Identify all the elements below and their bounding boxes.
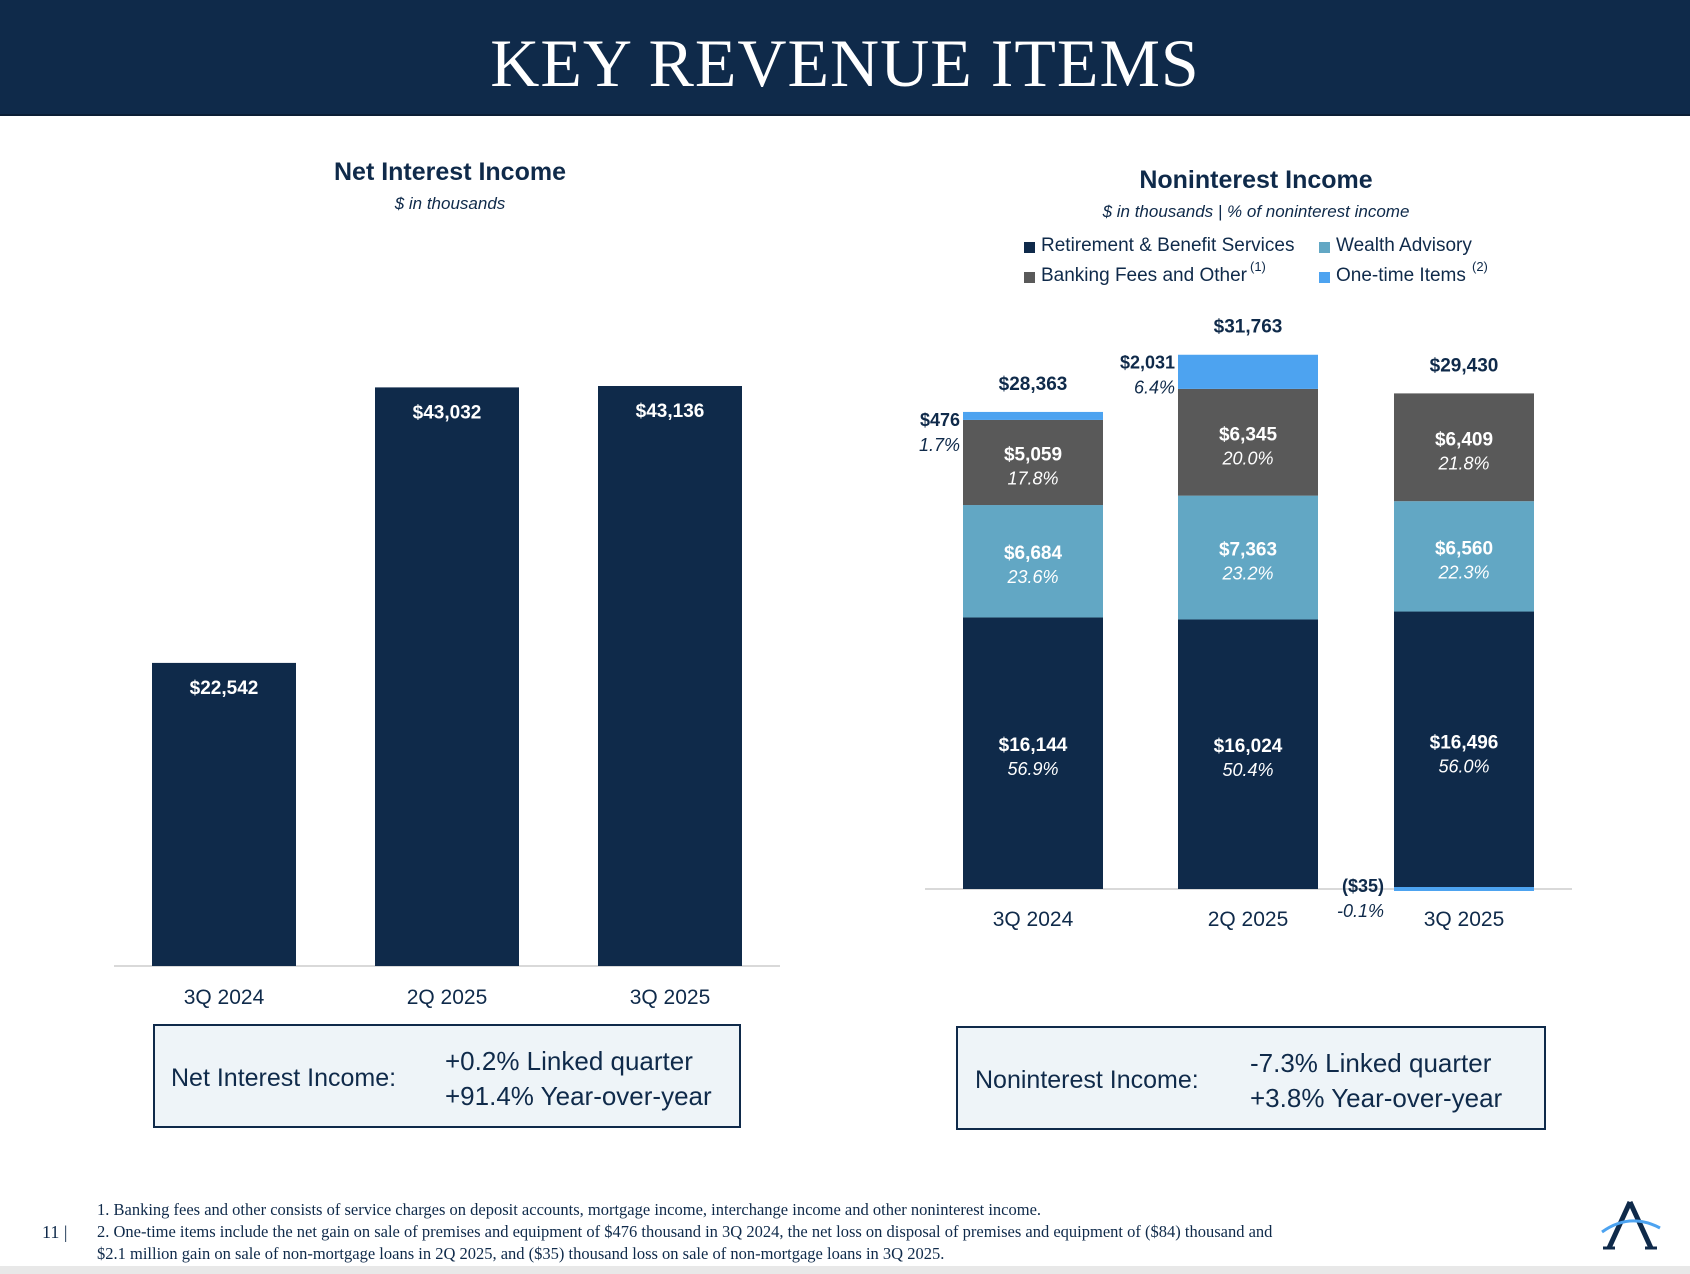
noninterest-segment-pct-label: 17.8% [1007, 468, 1058, 488]
nii-year-over-year: +91.4% Year-over-year [445, 1081, 712, 1111]
page-title: KEY REVENUE ITEMS [490, 25, 1200, 101]
noninterest-x-tick-label: 3Q 2025 [1424, 908, 1505, 931]
noninterest-segment-value-label: $6,345 [1219, 424, 1278, 445]
nii-summary-box: Net Interest Income: +0.2% Linked quarte… [153, 1024, 741, 1128]
noninterest-one-time-value-label: $2,031 [1120, 353, 1175, 373]
noninterest-segment-value-label: $5,059 [1004, 444, 1062, 465]
noninterest-bar-segment-wealth [1178, 495, 1318, 620]
legend-footnote-1: (1) [1250, 259, 1266, 274]
noninterest-bar-segment-wealth [963, 505, 1103, 618]
noninterest-chart-title: Noninterest Income [1139, 166, 1373, 194]
header-bar: KEY REVENUE ITEMS [0, 0, 1690, 116]
noninterest-x-tick-label: 3Q 2024 [993, 908, 1074, 931]
noninterest-segment-pct-label: 21.8% [1437, 453, 1489, 473]
legend-swatch-retirement [1024, 242, 1035, 253]
legend-label-one-time: One-time Items [1336, 265, 1466, 286]
legend-swatch-banking [1024, 272, 1035, 283]
nii-x-tick-label: 2Q 2025 [407, 986, 488, 1009]
legend-label-banking: Banking Fees and Other [1041, 265, 1247, 286]
noninterest-segment-value-label: $16,024 [1214, 736, 1283, 757]
noninterest-bar-segment-banking [1178, 388, 1318, 496]
noninterest-chart-subtitle: $ in thousands | % of noninterest income [1102, 202, 1410, 221]
footnote-1: 1. Banking fees and other consists of se… [97, 1200, 1042, 1219]
nii-bar-value-label: $43,032 [413, 402, 482, 423]
noninterest-segment-value-label: $6,560 [1435, 538, 1493, 559]
noninterest-bar-segment-banking [1394, 393, 1534, 502]
nii-chart-subtitle: $ in thousands [394, 194, 506, 213]
noninterest-bar-segment-wealth [1394, 501, 1534, 612]
nii-bar [152, 662, 296, 966]
noninterest-linked-quarter: -7.3% Linked quarter [1250, 1048, 1492, 1078]
noninterest-year-over-year: +3.8% Year-over-year [1250, 1083, 1503, 1113]
nii-x-tick-label: 3Q 2024 [184, 986, 265, 1009]
noninterest-segment-value-label: $6,409 [1435, 429, 1493, 450]
noninterest-total-label: $28,363 [999, 374, 1068, 395]
legend-label-retirement: Retirement & Benefit Services [1041, 235, 1295, 256]
noninterest-summary-label: Noninterest Income: [975, 1066, 1199, 1094]
noninterest-bar-segment-one-time [1394, 887, 1534, 891]
nii-bar [375, 387, 519, 966]
nii-chart-title: Net Interest Income [333, 158, 566, 186]
nii-x-tick-label: 3Q 2025 [630, 986, 711, 1009]
noninterest-one-time-value-label: ($35) [1342, 876, 1384, 896]
noninterest-bar-segment-retirement [1178, 619, 1318, 889]
noninterest-one-time-pct-label: 1.7% [919, 435, 960, 455]
noninterest-total-label: $29,430 [1430, 355, 1499, 376]
noninterest-segment-pct-label: 50.4% [1222, 760, 1273, 780]
noninterest-bar-segment-retirement [1394, 611, 1534, 889]
footnote-2-continued: $2.1 million gain on sale of non-mortgag… [97, 1244, 945, 1263]
noninterest-one-time-pct-label: 6.4% [1134, 378, 1175, 398]
noninterest-one-time-pct-label: -0.1% [1337, 901, 1384, 921]
page-number: 11 | [42, 1222, 68, 1242]
noninterest-bar-segment-one-time [963, 411, 1103, 420]
noninterest-segment-pct-label: 56.9% [1007, 759, 1058, 779]
nii-summary-label: Net Interest Income: [171, 1064, 397, 1092]
legend-label-wealth: Wealth Advisory [1336, 235, 1472, 256]
noninterest-x-tick-label: 2Q 2025 [1208, 908, 1289, 931]
nii-bar [598, 386, 742, 966]
noninterest-segment-pct-label: 22.3% [1437, 562, 1489, 582]
nii-bar-value-label: $43,136 [636, 401, 705, 422]
noninterest-segment-value-label: $6,684 [1004, 543, 1063, 564]
legend-swatch-one-time [1319, 272, 1330, 283]
noninterest-summary-box: Noninterest Income: -7.3% Linked quarter… [956, 1026, 1546, 1130]
noninterest-segment-pct-label: 20.0% [1221, 448, 1273, 468]
bottom-strip [0, 1266, 1690, 1274]
legend-footnote-2: (2) [1472, 259, 1488, 274]
noninterest-bar-segment-banking [963, 419, 1103, 506]
legend-swatch-wealth [1319, 242, 1330, 253]
noninterest-segment-value-label: $16,496 [1430, 732, 1499, 753]
noninterest-total-label: $31,763 [1214, 317, 1283, 338]
noninterest-segment-pct-label: 23.2% [1221, 564, 1273, 584]
noninterest-segment-value-label: $7,363 [1219, 540, 1277, 561]
noninterest-segment-pct-label: 23.6% [1006, 567, 1058, 587]
nii-linked-quarter: +0.2% Linked quarter [445, 1046, 693, 1076]
noninterest-bar-segment-retirement [963, 617, 1103, 889]
noninterest-segment-pct-label: 56.0% [1438, 756, 1489, 776]
noninterest-segment-value-label: $16,144 [999, 735, 1068, 756]
noninterest-bar-segment-one-time [1178, 354, 1318, 389]
noninterest-one-time-value-label: $476 [920, 410, 960, 430]
nii-bar-value-label: $22,542 [190, 678, 259, 699]
footnote-2: 2. One-time items include the net gain o… [97, 1222, 1273, 1241]
